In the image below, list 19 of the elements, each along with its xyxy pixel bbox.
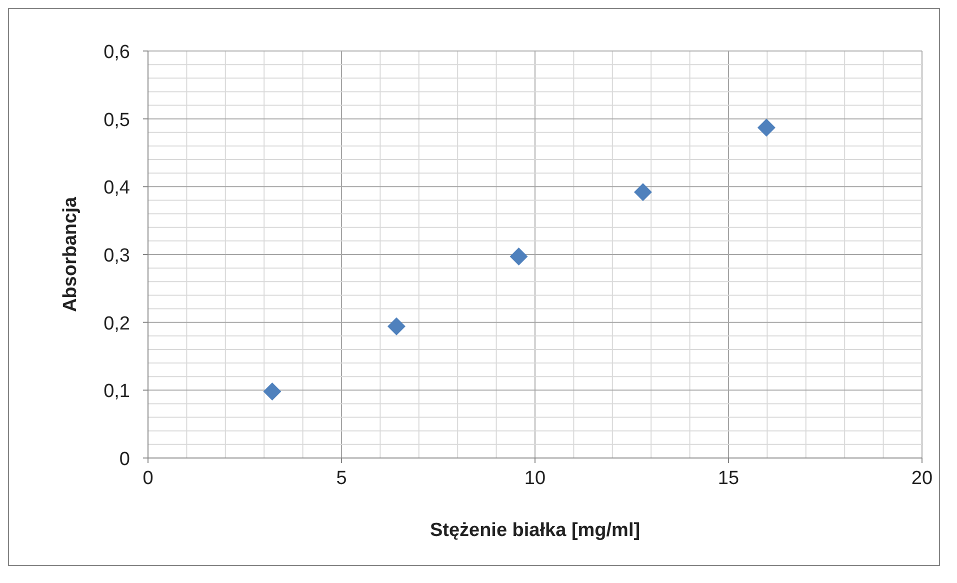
point: [510, 248, 528, 266]
x-axis-title: Stężenie białka [mg/ml]: [430, 520, 640, 541]
point: [387, 317, 406, 336]
point: [757, 118, 776, 137]
y-tick-label: 0,2: [104, 313, 130, 334]
y-tick-label: 0,4: [104, 178, 130, 199]
y-tick-label: 0,3: [104, 246, 130, 266]
x-tick-label: 15: [718, 468, 740, 489]
x-tick-label: 0: [142, 468, 154, 489]
y-tick-label: 0: [119, 449, 130, 470]
x-tick-label: 5: [336, 468, 347, 489]
point: [634, 183, 652, 202]
y-axis-title: Absorbancja: [60, 196, 81, 312]
y-tick-label: 0,5: [104, 110, 130, 131]
x-tick-label: 10: [524, 468, 546, 489]
point: [263, 382, 282, 401]
y-tick-label: 0,6: [104, 42, 130, 63]
y-tick-label: 0,1: [104, 381, 130, 402]
x-tick-label: 20: [911, 468, 933, 489]
